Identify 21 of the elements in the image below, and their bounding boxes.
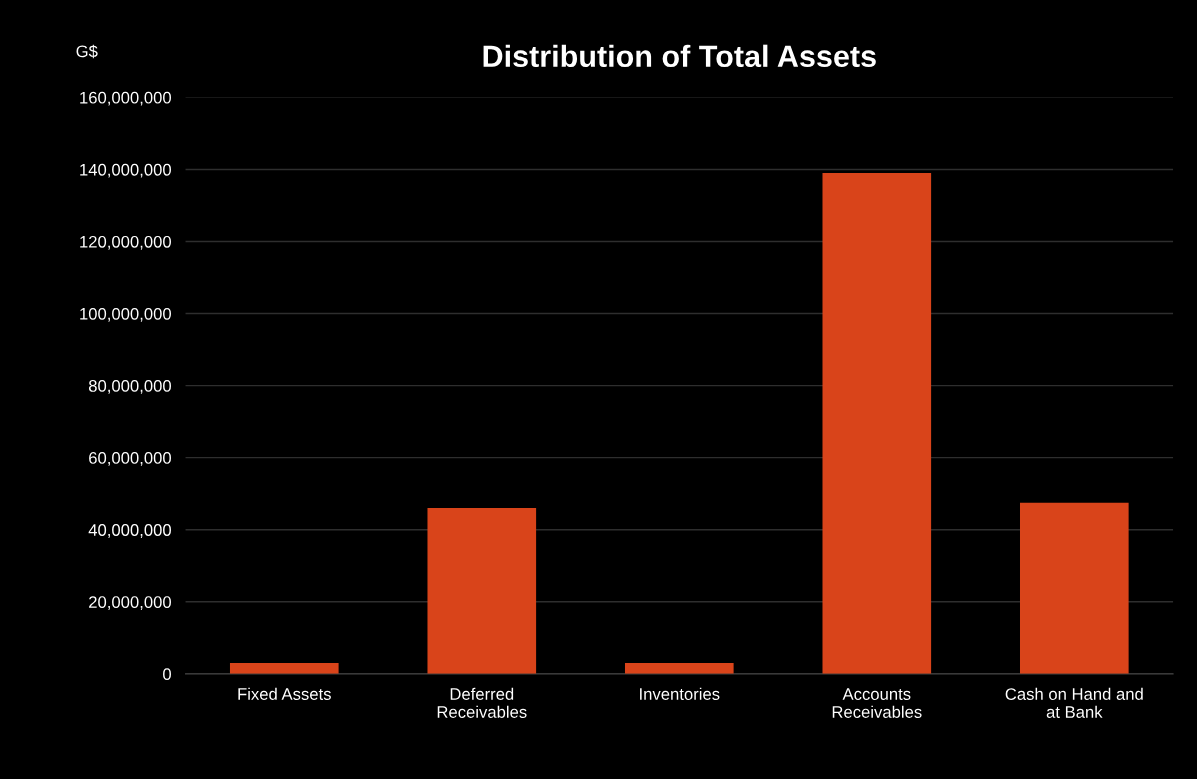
bar [624,663,734,674]
y-tick-label: 40,000,000 [88,524,171,538]
x-tick-label: Inventories [640,687,720,700]
bar [229,663,339,674]
y-tick-label: 100,000,000 [80,307,171,322]
y-tick-label: 80,000,000 [88,380,171,394]
y-tick-label: 120,000,000 [80,235,171,250]
y-axis-title: G$ [76,44,98,59]
y-tick-label: 140,000,000 [80,163,171,178]
chart-title: Distribution of Total Assets [483,44,876,68]
y-tick-label: 0 [163,668,171,681]
y-tick-label: 60,000,000 [89,452,171,466]
y-tick-label: 160,000,000 [80,91,171,106]
x-tick-label: Accounts Receivables [832,688,922,718]
y-tick-label: 20,000,000 [89,596,171,610]
x-tick-label: Deferred Receivables [437,687,527,718]
bar [822,173,932,674]
x-tick-label: Cash on Hand and at Bank [1005,687,1143,718]
x-tick-label: Fixed Assets [238,687,331,700]
bar [427,508,537,674]
bar [1019,502,1129,674]
